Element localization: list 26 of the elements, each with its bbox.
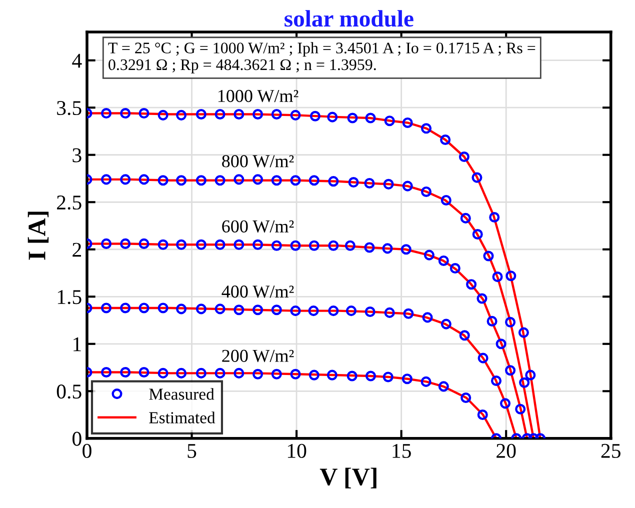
chart-title: solar module <box>284 10 414 27</box>
legend-label: Estimated <box>149 412 216 424</box>
x-tick-label: 5 <box>188 444 196 458</box>
y-axis-title: I [A] <box>28 212 49 260</box>
annotation: 800 W/m² <box>222 155 294 168</box>
y-tick-label: 4 <box>72 54 82 68</box>
x-tick-label: 20 <box>496 444 516 458</box>
y-tick-label: 2 <box>72 242 81 257</box>
annotation: 400 W/m² <box>222 286 294 298</box>
y-tick-label: 3 <box>72 148 82 162</box>
annotation: 600 W/m² <box>222 220 294 233</box>
annotation: T = 25 °C ; G = 1000 W/m² ; Iph = 3.4501 A ; Io = 0.1715 A ; Rs = 0.3291 Ω ; Rp = 484.3621 Ω ; n = 1.3959. <box>108 42 536 74</box>
y-tick-label: 1.5 <box>58 290 82 304</box>
annotation: 200 W/m² <box>222 350 294 362</box>
annotation: 1000 W/m² <box>218 90 298 102</box>
x-tick-label: 15 <box>392 444 411 458</box>
x-tick-label: 0 <box>82 444 92 458</box>
y-tick-label: 2.5 <box>57 196 82 210</box>
y-tick-label: 0 <box>72 432 82 446</box>
y-tick-label: 1 <box>74 337 81 352</box>
y-tick-label: 3.5 <box>57 101 82 116</box>
x-tick-label: 10 <box>288 444 306 458</box>
y-tick-label: 0.5 <box>56 384 82 399</box>
x-tick-label: 25 <box>601 444 620 458</box>
legend-label: Measured <box>149 388 214 400</box>
x-axis-title: V [V] <box>320 468 376 488</box>
